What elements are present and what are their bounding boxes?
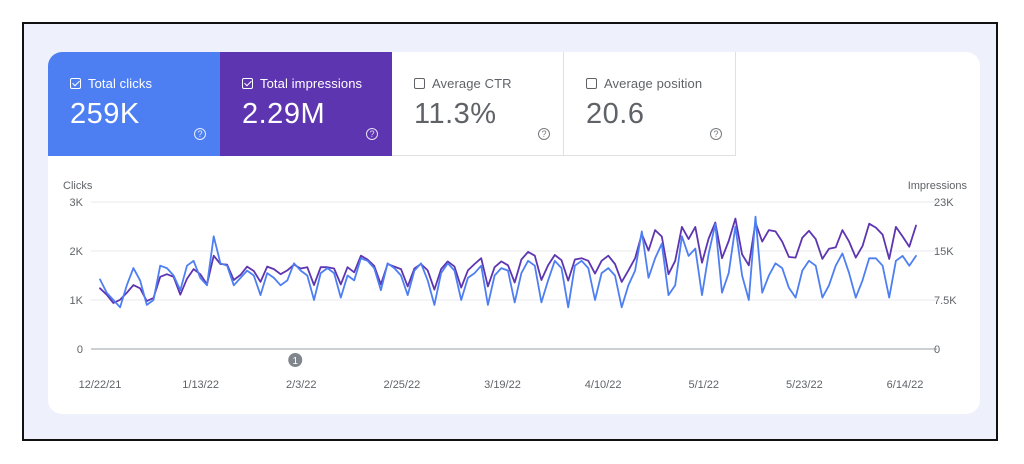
right-tick-label: 23K [934, 197, 954, 209]
left-tick-label: 1K [70, 295, 84, 307]
screenshot-frame: Total clicks 259K ? Total impressions 2.… [22, 22, 998, 441]
x-tick-label: 6/14/22 [887, 379, 924, 391]
left-tick-label: 2K [70, 246, 84, 258]
performance-card: Total clicks 259K ? Total impressions 2.… [48, 52, 980, 414]
right-tick-label: 7.5K [934, 295, 957, 307]
x-tick-label: 2/25/22 [384, 379, 421, 391]
right-tick-label: 0 [934, 344, 940, 356]
impressions-series-line [100, 219, 916, 303]
x-tick-label: 2/3/22 [286, 379, 317, 391]
left-tick-label: 3K [70, 197, 84, 209]
x-tick-label: 5/23/22 [786, 379, 823, 391]
x-tick-label: 12/22/21 [79, 379, 122, 391]
x-tick-label: 1/13/22 [182, 379, 219, 391]
clicks-series-line [100, 217, 916, 308]
x-tick-label: 3/19/22 [484, 379, 521, 391]
right-tick-label: 15K [934, 246, 954, 258]
left-tick-label: 0 [77, 344, 83, 356]
x-tick-label: 5/1/22 [688, 379, 719, 391]
annotation-label: 1 [292, 356, 298, 367]
performance-chart[interactable]: 0 0 1K 7.5K 2K 15K 3K 23K 12/22/21 1/13/22 2/3/22 2… [48, 52, 980, 414]
x-tick-label: 4/10/22 [585, 379, 622, 391]
